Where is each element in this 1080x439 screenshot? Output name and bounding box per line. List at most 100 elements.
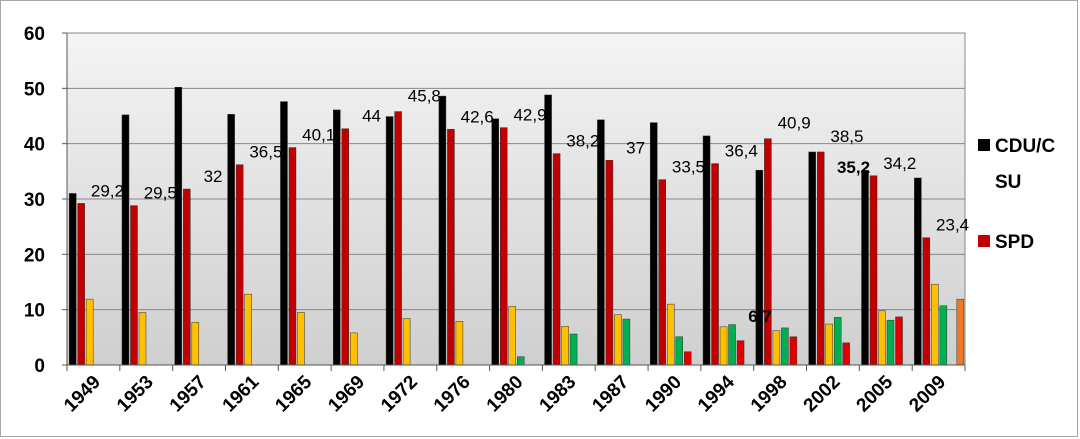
- bar-spd-1969: [341, 128, 350, 366]
- data-label: 33,5: [672, 158, 705, 177]
- legend-label-line2: SU: [995, 172, 1021, 193]
- legend-label: CDU/C: [995, 136, 1055, 157]
- bar-series5-1998: [789, 336, 798, 366]
- bar-series3-1987: [614, 314, 622, 366]
- bar-spd-1961: [235, 164, 244, 366]
- y-tick-label: 50: [24, 79, 45, 100]
- y-tick-label: 40: [24, 135, 45, 156]
- x-tick-label: 1998: [747, 372, 792, 417]
- data-label: 38,5: [830, 127, 863, 146]
- bar-spd-2002: [816, 151, 825, 366]
- bar-series4-2009: [939, 305, 948, 366]
- x-axis: 1949 1953 1957 1961 1965 1969 1972 1976 1980 1983…: [60, 364, 966, 417]
- x-tick-label: 1957: [166, 372, 211, 417]
- data-label: 32: [204, 167, 223, 186]
- data-label: 35,2: [837, 158, 870, 177]
- legend-swatch: [978, 235, 990, 247]
- bar-spd-2005: [869, 175, 878, 366]
- x-tick-label: 1983: [536, 372, 581, 417]
- bar-series3-2005: [878, 310, 886, 366]
- bar-series3-1983: [561, 326, 569, 366]
- bar-spd-1987: [605, 160, 614, 366]
- bar-series4-2002: [833, 317, 842, 366]
- data-labels: 29,2 29,5 32 36,5 40,1 44 45,8 42,6 42,9 38,2 37 33…: [91, 87, 969, 326]
- data-label: 42,6: [461, 107, 494, 126]
- x-tick-label: 1969: [324, 372, 369, 417]
- bar-series3-1969: [350, 332, 358, 366]
- bar-cducsu-1961: [227, 114, 235, 366]
- bar-series5-2002: [842, 342, 850, 366]
- x-tick-label: 2002: [800, 372, 845, 417]
- bar-series3-1949: [85, 298, 94, 366]
- bar-series3-1972: [402, 318, 411, 366]
- bar-series3-2009: [931, 283, 939, 366]
- bar-series4-2005: [886, 319, 895, 366]
- bar-series4-1994: [728, 324, 736, 366]
- bar-series6-2009: [956, 298, 965, 366]
- data-label: 44: [362, 107, 381, 126]
- bar-series3-1990: [666, 303, 675, 366]
- y-tick-label: 0: [34, 356, 45, 377]
- bars: [68, 86, 965, 366]
- bar-series3-1961: [244, 293, 252, 366]
- data-label: 42,9: [513, 106, 546, 125]
- bar-cducsu-1969: [333, 109, 341, 366]
- legend-label: SPD: [995, 232, 1034, 253]
- y-tick-label: 10: [24, 301, 45, 322]
- x-tick-label: 1990: [641, 372, 686, 417]
- bar-cducsu-1957: [174, 86, 183, 366]
- bar-cducsu-1980: [491, 118, 499, 366]
- data-label: 29,2: [91, 181, 124, 200]
- x-tick-label: 1953: [113, 372, 158, 417]
- bar-cducsu-1976: [438, 95, 447, 366]
- bar-cducsu-1983: [544, 94, 552, 366]
- bar-series3-1998: [772, 330, 781, 366]
- bar-series4-1980: [517, 356, 525, 366]
- bar-spd-1957: [183, 188, 191, 366]
- bar-series3-2002: [825, 323, 833, 366]
- x-tick-label: 1976: [430, 372, 475, 417]
- data-label: 38,2: [566, 132, 599, 151]
- bar-series4-1990: [675, 336, 683, 366]
- x-tick-label: 1994: [694, 371, 739, 416]
- x-tick-label: 1965: [271, 371, 316, 416]
- data-label: 40,1: [302, 126, 335, 145]
- legend-swatch: [978, 139, 990, 151]
- data-label: 23,4: [936, 216, 969, 235]
- bar-series5-2005: [895, 316, 903, 366]
- bar-spd-1980: [500, 127, 508, 366]
- data-label: 36,5: [249, 143, 282, 162]
- bar-spd-1949: [77, 203, 85, 366]
- bar-spd-2009: [922, 237, 931, 366]
- bar-series3-1957: [191, 322, 200, 366]
- legend: CDU/C SU SPD: [978, 136, 1055, 253]
- bar-cducsu-2009: [914, 177, 922, 366]
- data-label: 36,4: [725, 142, 758, 161]
- x-tick-label: 1987: [588, 372, 633, 417]
- bar-series4-1998: [781, 327, 789, 366]
- data-label: 45,8: [408, 87, 441, 106]
- bar-spd-1972: [394, 111, 402, 366]
- data-label: 6,7: [748, 307, 772, 326]
- bar-spd-1953: [130, 205, 138, 366]
- bar-cducsu-1987: [597, 119, 605, 366]
- bar-series3-1953: [138, 312, 147, 366]
- bar-cducsu-1949: [68, 193, 77, 366]
- bar-cducsu-1998: [755, 169, 764, 366]
- bar-series3-1965: [297, 312, 305, 366]
- bar-spd-1994: [711, 163, 719, 366]
- bar-series3-1980: [508, 306, 516, 366]
- bar-spd-1990: [658, 179, 666, 366]
- bar-cducsu-1990: [649, 122, 658, 366]
- bar-cducsu-1972: [385, 116, 394, 366]
- y-tick-label: 30: [24, 190, 45, 211]
- bar-series3-1994: [719, 326, 728, 366]
- y-tick-label: 20: [24, 245, 45, 266]
- x-tick-label: 1961: [219, 371, 264, 416]
- data-label: 37: [626, 138, 645, 157]
- x-tick-label: 2005: [853, 371, 898, 416]
- x-tick-label: 1949: [60, 372, 105, 417]
- bar-series4-1987: [622, 318, 631, 366]
